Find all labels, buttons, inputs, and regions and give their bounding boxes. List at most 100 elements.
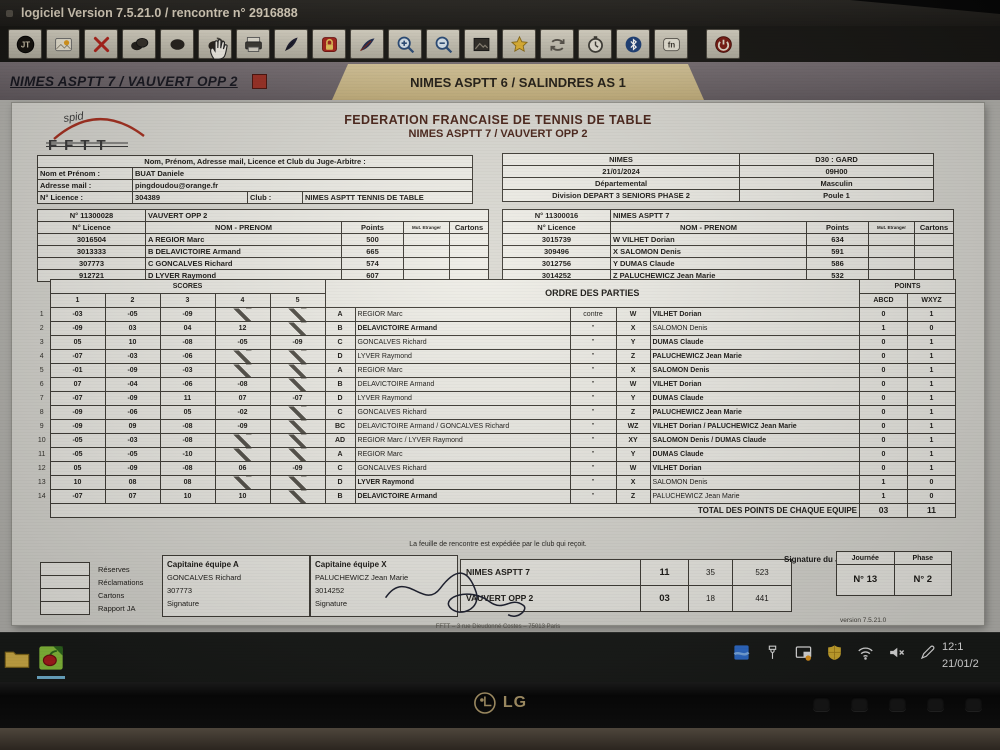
reserves-checklist: Réserves Réclamations Cartons Rapport JA [40,562,143,615]
power-icon[interactable] [706,29,740,59]
judge-table: Nom, Prénom, Adresse mail, Licence et Cl… [37,155,473,204]
match-row: 5 -01 -09 -03 A REGIOR Marc " X SALOMON Denis 0 1 [34,363,956,378]
fftt-address: FFTT – 3 rue Dieudonné Costes – 75013 Pa… [435,624,561,630]
ball-icon[interactable] [160,29,194,59]
judge-signature-label: Signature du Juge Arbitre [784,555,882,564]
fftt-logo: spid FFTT [42,109,167,155]
info-cell: Poule 1 [739,189,934,202]
info-cell: 21/01/2024 [501,165,741,178]
parties-table: SCORES ORDRE DES PARTIES POINTS 1 2 3 4 5 ABCD WX… [34,279,956,518]
match-row: 2 -09 03 04 12 B DELAVICTOIRE Armand " X SALOMON … [34,321,956,336]
monitor-button[interactable] [889,697,906,711]
clock-time: 12:1 [942,641,964,653]
image-icon[interactable] [464,29,498,59]
print-icon[interactable] [236,29,270,59]
player-row: 3016504 A REGIOR Marc 500 [37,233,489,246]
close-tab-icon[interactable] [251,73,267,89]
checkbox[interactable] [40,588,90,602]
lg-logo: LG [473,691,527,715]
signature-scribble [384,572,526,617]
info-cell: D30 : GARD [739,153,934,166]
folder-icon[interactable] [0,641,34,675]
lock-icon[interactable] [312,29,346,59]
window-title: logiciel Version 7.5.21.0 / rencontre n°… [21,6,298,20]
windows-taskbar: 12:1 21/01/2 [0,632,1000,682]
tab-bar: NIMES ASPTT 7 / VAUVERT OPP 2 NIMES ASPT… [0,62,1000,100]
app-logo-icon[interactable] [8,29,42,59]
svg-text:FFTT: FFTT [48,137,113,154]
taskbar-clock[interactable]: 12:1 21/01/2 [942,639,1000,677]
monitor-button[interactable] [965,697,982,711]
player-row: 3012756 Y DUMAS Claude 586 [502,257,954,270]
wifi-icon[interactable] [854,641,876,663]
tab-label: NIMES ASPTT 6 / SALINDRES AS 1 [410,74,626,90]
usb-icon[interactable] [761,641,783,663]
pen-icon[interactable] [916,641,938,663]
document-area: spid FFTT FEDERATION FRANCAISE DE TENNIS… [0,100,1000,632]
volume-muted-icon[interactable] [885,641,907,663]
sheet-title: FEDERATION FRANCAISE DE TENNIS DE TABLE … [12,113,984,140]
match-row: 4 -07 -03 -06 D LYVER Raymond " Z PALUCHEWICZ Je… [34,349,956,364]
monitor-button[interactable] [851,697,868,711]
window-icon [6,9,13,17]
screen: logiciel Version 7.5.21.0 / rencontre n°… [0,0,1000,682]
timer-icon[interactable] [578,29,612,59]
match-row: 10 -05 -03 -08 AD REGIOR Marc / LYVER Raymond… [34,433,956,448]
blue-feather-icon[interactable] [350,29,384,59]
bluetooth-icon[interactable] [616,29,650,59]
zoom-in-icon[interactable] [388,29,422,59]
tab-other-match[interactable]: NIMES ASPTT 6 / SALINDRES AS 1 [332,64,704,100]
info-cell: Masculin [739,177,934,190]
info-cell: 09H00 [739,165,934,178]
federation-title: FEDERATION FRANCAISE DE TENNIS DE TABLE [344,113,652,127]
match-row: 11 -05 -05 -10 A REGIOR Marc " Y DUMAS Claude 0 1 [34,447,956,462]
black-feather-icon[interactable] [274,29,308,59]
monitor-bezel: LG [0,682,1000,728]
match-row: 6 07 -04 -06 -08 B DELAVICTOIRE Armand " W VILHET… [34,377,956,392]
checkbox[interactable] [40,562,90,576]
monitor-button[interactable] [927,697,944,711]
girpe-app-icon[interactable] [34,641,68,679]
info-cell: Départemental [501,177,741,190]
fn-icon[interactable] [654,29,688,59]
match-row: 13 10 08 08 D LYVER Raymond " X SALOMON Denis 1 0 [34,475,956,490]
checkbox[interactable] [40,575,90,589]
check-item: Rapport JA [40,601,143,615]
lg-brand-text: LG [502,694,528,711]
checkbox[interactable] [40,601,90,615]
team-table-nimes: N° 11300016 NIMES ASPTT 7 N° Licence NOM - … [502,209,954,282]
match-row: 12 05 -09 -08 06 -09 C GONCALVES Richard " W VILHE… [34,461,956,476]
zoom-out-icon[interactable] [426,29,460,59]
card-icon[interactable] [46,29,80,59]
version-label: version 7.5.21.0 [840,617,887,624]
svg-text:spid: spid [63,110,86,125]
sync-ball-icon[interactable] [198,29,232,59]
match-row: 1 -03 -05 -09 A REGIOR Marc contre W VILHET Dori… [34,307,956,322]
cast-icon[interactable] [792,641,814,663]
refresh-icon[interactable] [540,29,574,59]
captain-x-box: Capitaine équipe X PALUCHEWICZ Jean Mari… [310,555,526,617]
player-row: 3015739 W VILHET Dorian 634 [502,233,954,246]
star-icon[interactable] [502,29,536,59]
clock-date: 21/01/2 [942,658,979,670]
delete-icon[interactable] [84,29,118,59]
results-table: NIMES ASPTT 7 11 35 523 VAUVERT OPP 2 03… [460,559,792,612]
match-row: 7 -07 -09 11 07 -07 D LYVER Raymond " Y DUMAS Clau… [34,391,956,406]
window-title-bar: logiciel Version 7.5.21.0 / rencontre n°… [0,0,1000,26]
captain-a-box: Capitaine équipe A GONCALVES Richard 307… [162,555,310,617]
tab-label: NIMES ASPTT 7 / VAUVERT OPP 2 [10,73,238,89]
tab-current-match[interactable]: NIMES ASPTT 7 / VAUVERT OPP 2 [10,62,267,100]
security-shield-icon[interactable] [823,641,845,663]
note-line: La feuille de rencontre est expédiée par… [409,541,587,548]
player-row: 3013333 B DELAVICTOIRE Armand 665 [37,245,489,258]
monitor-button[interactable] [813,697,830,711]
app-tray-icon[interactable] [730,641,752,663]
desk-surface [0,728,1000,750]
round-phase-box: Journée Phase N° 13 N° 2 [836,551,952,596]
info-cell: Division DEPART 3 SENIORS PHASE 2 [501,189,741,202]
info-cell: NIMES [501,153,741,166]
match-info-table: NIMES D30 : GARD 21/01/2024 09H00 Départemen… [501,153,934,202]
match-sheet: spid FFTT FEDERATION FRANCAISE DE TENNIS… [12,103,984,630]
double-ball-icon[interactable] [122,29,156,59]
